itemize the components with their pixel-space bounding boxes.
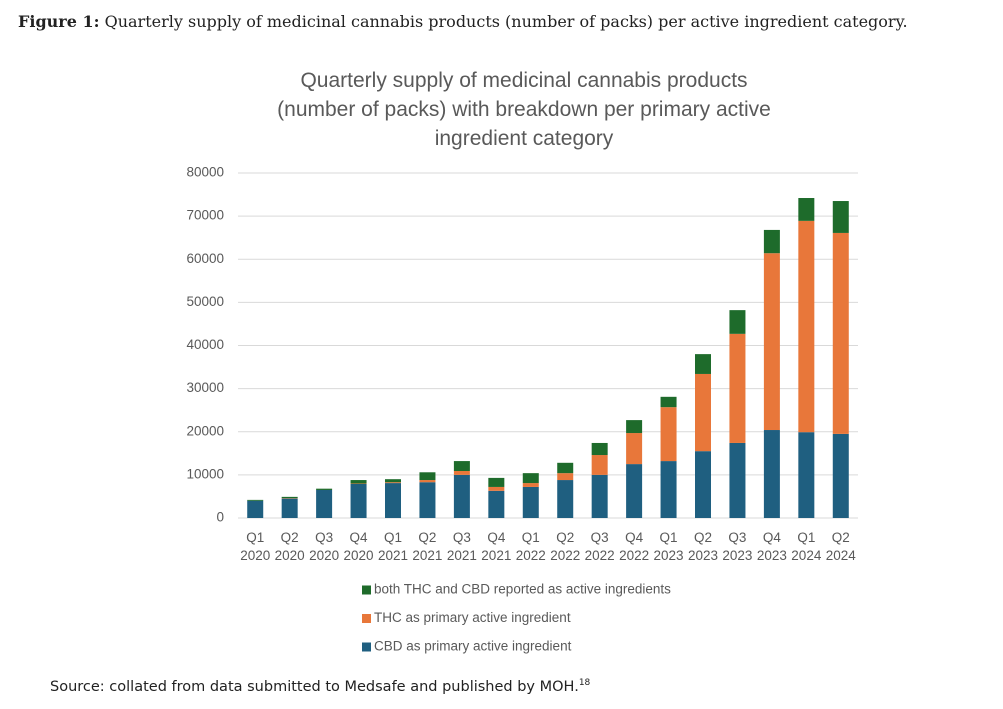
bar-segment: [798, 432, 815, 518]
bar-segment: [419, 480, 436, 483]
bar-segment: [695, 373, 711, 452]
bar-segment: [453, 470, 470, 475]
x-tick-label: Q2 2020: [275, 530, 305, 563]
bar-segment: [385, 482, 401, 484]
bar-segment: [522, 483, 539, 487]
bar-segment: [832, 232, 849, 434]
bar-segment: [660, 407, 677, 462]
y-tick-label: 0: [216, 510, 224, 525]
bar-segment: [626, 420, 643, 434]
bar-segment: [488, 477, 505, 487]
bar-segment: [626, 464, 643, 518]
figure-caption: Figure 1: Quarterly supply of medicinal …: [18, 12, 908, 31]
bar-segment: [832, 433, 849, 518]
bar-segment: [453, 474, 470, 518]
bar-segment: [626, 433, 643, 465]
x-tick-label: Q3 2023: [722, 530, 752, 563]
bar-segment: [419, 482, 436, 518]
x-tick-label: Q1 2021: [378, 530, 408, 563]
bar-segment: [729, 310, 746, 334]
bar-segment: [832, 201, 849, 233]
bar-segment: [660, 461, 677, 518]
bar-segment: [385, 483, 401, 518]
bar-segment: [660, 396, 677, 408]
bar-segment: [798, 198, 815, 221]
bar-segment: [522, 473, 539, 484]
y-tick-label: 20000: [186, 423, 224, 438]
bar-segment: [281, 496, 298, 499]
y-tick-label: 40000: [186, 337, 224, 352]
x-tick-label: Q2 2022: [550, 530, 580, 563]
bar-segment: [488, 490, 505, 518]
bar-segment: [591, 442, 608, 456]
bar-segment: [247, 500, 264, 518]
bar-segment: [419, 472, 436, 481]
bar-segment: [350, 483, 367, 518]
x-tick-label: Q4 2022: [619, 530, 649, 563]
x-tick-label: Q2 2021: [412, 530, 442, 563]
source-note: Source: collated from data submitted to …: [50, 678, 590, 695]
y-tick-label: 10000: [186, 466, 224, 481]
bar-segment: [247, 499, 264, 501]
legend-label: CBD as primary active ingredient: [374, 639, 572, 654]
y-tick-label: 70000: [186, 208, 224, 223]
x-tick-label: Q1 2023: [654, 530, 684, 563]
bar-segment: [453, 461, 470, 471]
bar-segment: [763, 253, 780, 431]
footnote-ref: 18: [578, 678, 591, 688]
legend-swatch: [362, 642, 371, 652]
y-tick-label: 80000: [186, 165, 224, 180]
bar-segment: [591, 474, 608, 518]
chart-title: Quarterly supply of medicinal cannabis p…: [277, 69, 771, 150]
bar-segment: [488, 486, 505, 491]
bar-segment: [316, 489, 333, 518]
bar-segment: [281, 498, 298, 518]
caption-label: Figure 1:: [18, 12, 100, 31]
x-tick-label: Q1 2024: [791, 530, 822, 563]
legend-label: both THC and CBD reported as active ingr…: [374, 582, 671, 597]
bar-segment: [695, 354, 711, 374]
bar-segment: [350, 480, 367, 484]
bar-segment: [557, 480, 574, 518]
x-tick-label: Q2 2023: [688, 530, 718, 563]
y-tick-label: 30000: [186, 380, 224, 395]
bar-segment: [557, 473, 574, 481]
bar-segment: [316, 488, 333, 490]
legend-swatch: [362, 585, 371, 595]
bar-segment: [557, 462, 574, 474]
x-tick-label: Q3 2021: [447, 530, 477, 563]
legend-swatch: [362, 614, 371, 623]
x-tick-label: Q4 2020: [344, 530, 374, 563]
bar-segment: [522, 486, 539, 518]
x-tick-label: Q3 2020: [309, 530, 339, 563]
x-tick-label: Q1 2020: [240, 530, 270, 563]
caption-text: Quarterly supply of medicinal cannabis p…: [104, 12, 908, 31]
x-tick-label: Q3 2022: [585, 530, 615, 563]
y-tick-label: 60000: [186, 251, 224, 266]
bar-segment: [763, 430, 780, 518]
x-tick-label: Q4 2023: [757, 530, 787, 563]
x-tick-label: Q4 2021: [481, 530, 511, 563]
source-text: Source: collated from data submitted to …: [50, 678, 579, 695]
bar-segment: [729, 333, 746, 443]
x-tick-label: Q1 2022: [516, 530, 546, 563]
bar-segment: [729, 442, 746, 518]
x-tick-label: Q2 2024: [826, 530, 857, 563]
bar-segment: [385, 479, 401, 483]
y-tick-label: 50000: [186, 294, 224, 309]
bar-segment: [798, 220, 815, 433]
bar-segment: [695, 451, 711, 518]
bar-segment: [763, 229, 780, 254]
legend-label: THC as primary active ingredient: [374, 610, 571, 625]
bar-segment: [591, 455, 608, 475]
